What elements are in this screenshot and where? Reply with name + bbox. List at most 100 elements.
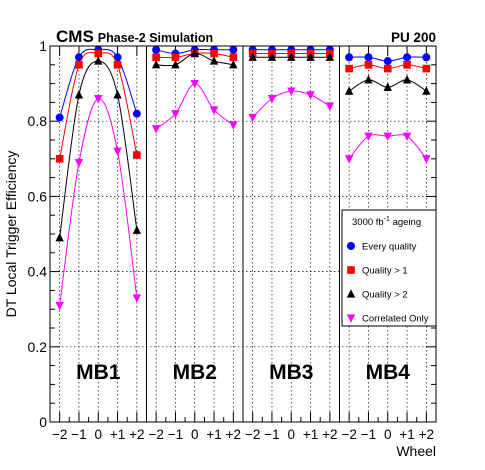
data-point-triangle-up [55, 232, 64, 242]
data-point-square [171, 53, 180, 62]
data-point-triangle-up [402, 75, 412, 84]
data-point-circle [74, 53, 83, 62]
data-point-square [422, 64, 431, 73]
data-point-triangle-down [94, 95, 103, 104]
data-point-triangle-down [74, 158, 84, 168]
x-tick-label: −1 [71, 427, 86, 442]
data-point-circle [152, 45, 161, 54]
data-point-triangle-down [344, 155, 354, 164]
data-point-triangle-up [171, 60, 180, 69]
y-tick-label: 0.6 [28, 188, 48, 204]
data-point-square [94, 49, 103, 58]
data-point-circle [383, 57, 392, 66]
y-tick-label: 1 [39, 38, 47, 54]
cms-label: CMS [56, 27, 94, 46]
x-tick-label: −2 [245, 427, 260, 442]
data-point-triangle-up [248, 52, 257, 61]
data-point-circle [403, 53, 412, 62]
data-point-triangle-up [94, 56, 103, 65]
x-axis-title: Wheel [396, 443, 436, 459]
x-tick-label: +2 [129, 427, 144, 442]
data-point-circle [422, 53, 431, 62]
data-point-triangle-down [171, 110, 180, 119]
data-point-triangle-up [287, 52, 296, 61]
legend-header: 3000 fb-1 ageing [352, 216, 421, 228]
data-point-triangle-up [422, 86, 431, 95]
data-point-triangle-up [151, 60, 161, 69]
data-point-square [403, 61, 411, 69]
legend-marker [346, 289, 356, 298]
data-point-triangle-down [306, 91, 315, 100]
data-point-triangle-up [209, 56, 219, 65]
data-point-circle [55, 113, 64, 122]
x-tick-label: +1 [303, 427, 318, 442]
legend-marker [347, 242, 355, 250]
data-point-circle [229, 45, 238, 54]
data-point-triangle-up [306, 52, 315, 61]
data-point-triangle-down [209, 106, 219, 115]
x-tick-label: 0 [287, 427, 295, 442]
x-tick-label: +1 [399, 427, 414, 442]
data-point-square [383, 64, 392, 73]
data-point-triangle-up [190, 48, 199, 58]
data-point-triangle-down [325, 102, 335, 111]
data-point-triangle-down [132, 294, 142, 303]
x-tick-label: 0 [191, 427, 199, 442]
y-tick-label: 0.2 [28, 339, 48, 355]
data-point-triangle-down [422, 155, 431, 164]
y-tick-label: 0 [39, 414, 47, 430]
x-tick-label: +2 [322, 427, 337, 442]
x-tick-label: −1 [361, 427, 376, 442]
data-point-square [152, 53, 160, 62]
data-point-triangle-down [402, 132, 412, 142]
data-point-square [113, 61, 122, 69]
y-axis-title: DT Local Trigger Efficiency [3, 151, 19, 318]
legend: 3000 fb-1 ageing Every quality Quality > … [341, 209, 437, 327]
x-tick-label: −2 [341, 427, 356, 442]
data-point-square [229, 53, 238, 62]
x-tick-label: −1 [264, 427, 279, 442]
data-point-triangle-down [267, 95, 277, 104]
x-tick-label: +2 [226, 427, 241, 442]
data-point-square [133, 151, 141, 159]
data-point-triangle-up [383, 82, 392, 91]
y-tick-label: 0.8 [28, 113, 48, 129]
plot-area: 0 0.2 0.4 0.6 0.8 1 −2 −1 0 +1 +2 MB1 −2 −1 0 +1 +2 MB2 −2… [28, 38, 437, 442]
data-point-circle [364, 53, 373, 62]
data-point-triangle-up [364, 75, 373, 84]
y-tick-label: 0.4 [28, 264, 48, 280]
data-point-triangle-up [325, 52, 335, 61]
data-point-triangle-up [267, 52, 277, 61]
x-tick-label: −2 [52, 427, 67, 442]
data-point-triangle-down [229, 121, 238, 130]
data-point-triangle-down [287, 87, 296, 96]
data-point-circle [345, 53, 354, 62]
data-point-square [210, 49, 218, 58]
x-tick-label: +1 [110, 427, 125, 442]
x-tick-label: 0 [94, 427, 102, 442]
data-point-square [364, 61, 373, 69]
panel-label-mb2: MB2 [173, 361, 217, 384]
panel-label-mb4: MB4 [366, 361, 411, 384]
data-point-square [75, 61, 83, 69]
data-point-triangle-down [248, 113, 257, 123]
legend-label: Quality > 2 [362, 290, 408, 301]
x-tick-label: 0 [384, 427, 392, 442]
data-point-triangle-down [55, 301, 64, 311]
panel-label-mb3: MB3 [269, 361, 313, 384]
pileup-label: PU 200 [391, 30, 436, 45]
data-point-triangle-up [229, 60, 238, 69]
legend-marker [346, 314, 356, 323]
legend-label: Quality > 1 [362, 266, 408, 277]
legend-box [341, 209, 437, 327]
data-point-square [345, 64, 353, 73]
x-tick-label: −1 [168, 427, 183, 442]
x-tick-label: +1 [206, 427, 221, 442]
data-point-square [55, 155, 64, 163]
data-point-triangle-up [74, 90, 84, 99]
data-point-triangle-down [383, 132, 392, 142]
legend-marker [347, 266, 355, 274]
legend-label: Correlated Only [362, 314, 429, 325]
x-tick-label: −2 [148, 427, 163, 442]
